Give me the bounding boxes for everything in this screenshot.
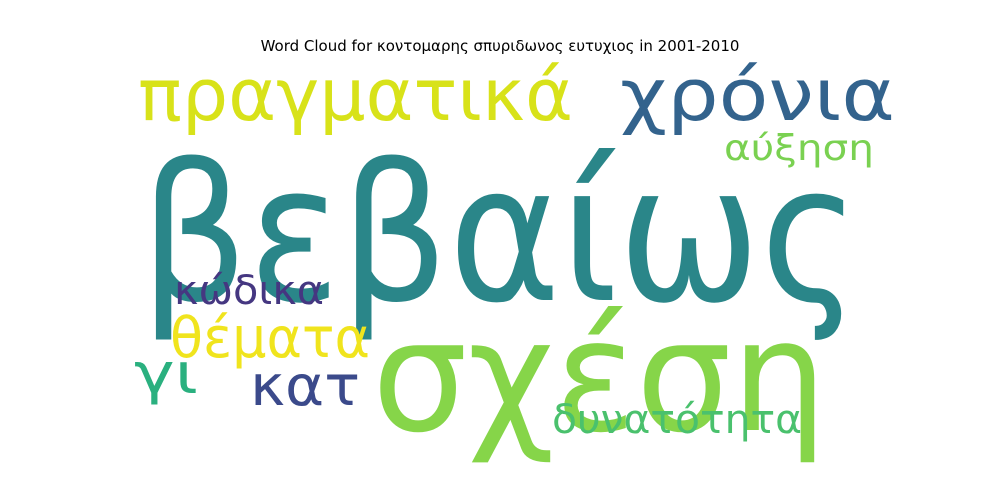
word-7: κατ (250, 354, 360, 419)
word-9: δυνατότητα (552, 397, 802, 443)
word-4: αύξηση (724, 128, 874, 169)
word-3: χρόνια (620, 53, 895, 137)
word-6: θέματα (170, 306, 370, 371)
word-2: πραγματικά (138, 53, 573, 137)
chart-title: Word Cloud for κοντομαρης σπυριδωνος ευτ… (260, 37, 740, 55)
word-1: σχέση (372, 286, 827, 467)
word-8: γι (134, 342, 198, 407)
word-0: βεβαίως (140, 124, 860, 345)
word-5: κώδικα (174, 268, 324, 314)
